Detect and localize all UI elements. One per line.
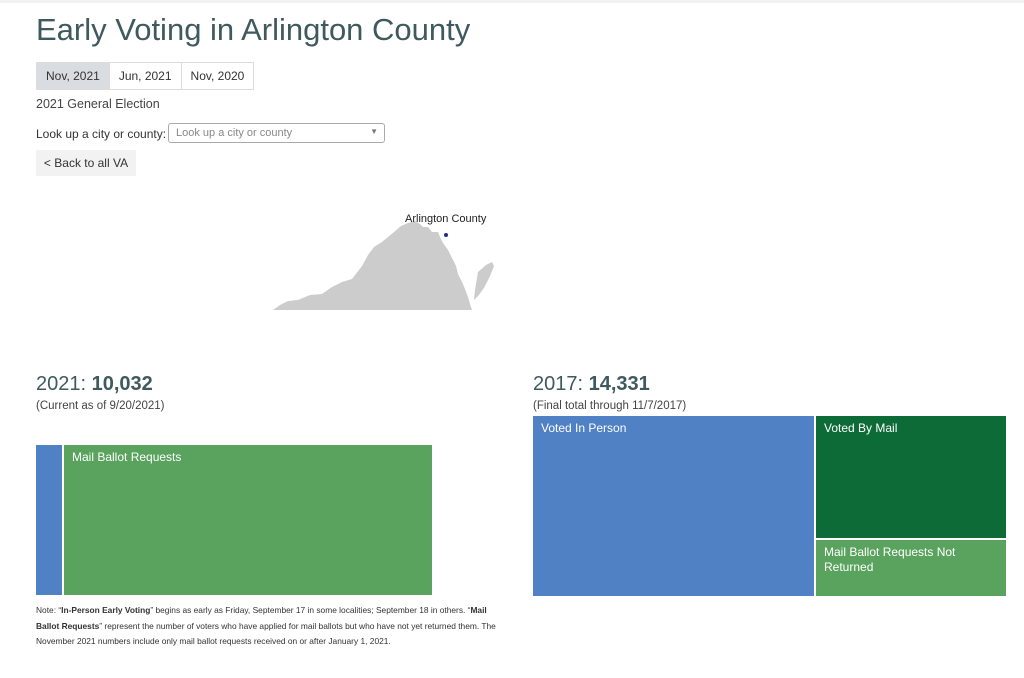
note-prefix: Note: “	[36, 605, 62, 615]
treemap-cell-mail-not-returned-2017[interactable]: Mail Ballot Requests Not Returned	[816, 540, 1006, 596]
eastern-shore-shape	[474, 262, 494, 300]
current-as-of: (Current as of 9/20/2021)	[36, 400, 165, 412]
lookup-placeholder: Look up a city or county	[176, 127, 293, 139]
tab-nov-2020[interactable]: Nov, 2020	[181, 63, 254, 89]
lookup-label: Look up a city or county:	[36, 127, 167, 141]
previous-as-of: (Final total through 11/7/2017)	[533, 400, 687, 412]
footnote: Note: “In-Person Early Voting” begins as…	[36, 603, 501, 650]
map-county-label: Arlington County	[405, 213, 487, 225]
note-text-2: ” represent the number of voters who hav…	[36, 620, 496, 647]
virginia-state-shape	[273, 221, 472, 310]
treemap-cell-voted-by-mail-2017[interactable]: Voted By Mail	[816, 416, 1006, 538]
current-total-heading: 2021: 10,032	[36, 373, 153, 396]
back-to-all-va-button[interactable]: < Back to all VA	[36, 150, 136, 176]
previous-total-value: 14,331	[588, 373, 650, 395]
election-name: 2021 General Election	[36, 97, 160, 111]
previous-total-heading: 2017: 14,331	[533, 373, 650, 396]
treemap-cell-in-person-2021[interactable]	[36, 445, 62, 595]
chevron-down-icon: ▼	[370, 127, 378, 136]
page-title: Early Voting in Arlington County	[36, 12, 471, 47]
tab-nov-2021[interactable]: Nov, 2021	[37, 63, 110, 89]
note-term-mail-requests: Mail Ballot Requests	[36, 605, 487, 631]
note-text-1: ” begins as early as Friday, September 1…	[150, 605, 471, 615]
tab-jun-2021[interactable]: Jun, 2021	[109, 63, 182, 89]
current-year-label: 2021:	[36, 373, 87, 395]
current-total-value: 10,032	[91, 373, 153, 395]
lookup-select[interactable]: Look up a city or county ▼	[168, 123, 385, 143]
treemap-cell-in-person-2017[interactable]: Voted In Person	[533, 416, 814, 596]
virginia-map	[273, 221, 494, 310]
treemap-cell-mail-requests-2021[interactable]: Mail Ballot Requests	[64, 445, 432, 595]
election-tabs: Nov, 2021 Jun, 2021 Nov, 2020	[36, 62, 255, 90]
note-term-in-person: In-Person Early Voting	[61, 605, 151, 615]
previous-year-label: 2017:	[533, 373, 584, 395]
top-border	[0, 0, 1024, 3]
arlington-county-marker	[444, 233, 448, 237]
